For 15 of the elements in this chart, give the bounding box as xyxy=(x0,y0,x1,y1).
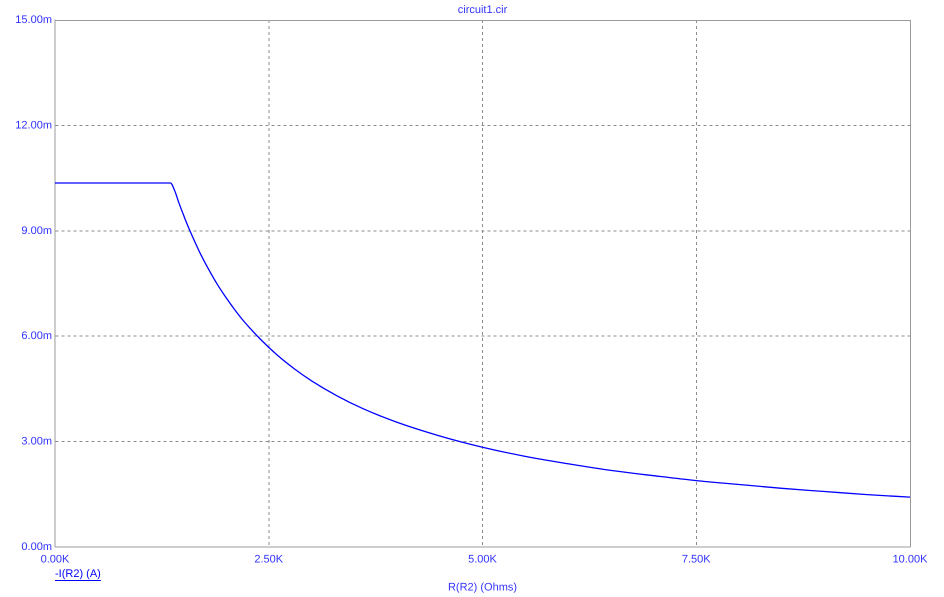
x-tick-label: 10.00K xyxy=(892,554,928,566)
y-tick-label: 6.00m xyxy=(21,330,52,342)
x-tick-label: 5.00K xyxy=(468,554,498,566)
x-axis-title: R(R2) (Ohms) xyxy=(448,581,518,594)
y-tick-label: 9.00m xyxy=(21,224,52,237)
x-tick-label: 7.50K xyxy=(682,554,712,566)
y-tick-label: 15.00m xyxy=(15,14,52,26)
x-tick-label: 2.50K xyxy=(254,554,284,566)
y-tick-label: 3.00m xyxy=(21,436,52,448)
y-tick-label: 12.00m xyxy=(15,119,52,132)
line-series xyxy=(55,182,910,498)
chart-title: circuit1.cir xyxy=(458,4,508,16)
y-tick-label: 0.00m xyxy=(21,541,52,554)
x-tick-label: 0.00K xyxy=(40,554,70,566)
text: -I(R2) (A) xyxy=(55,568,101,580)
